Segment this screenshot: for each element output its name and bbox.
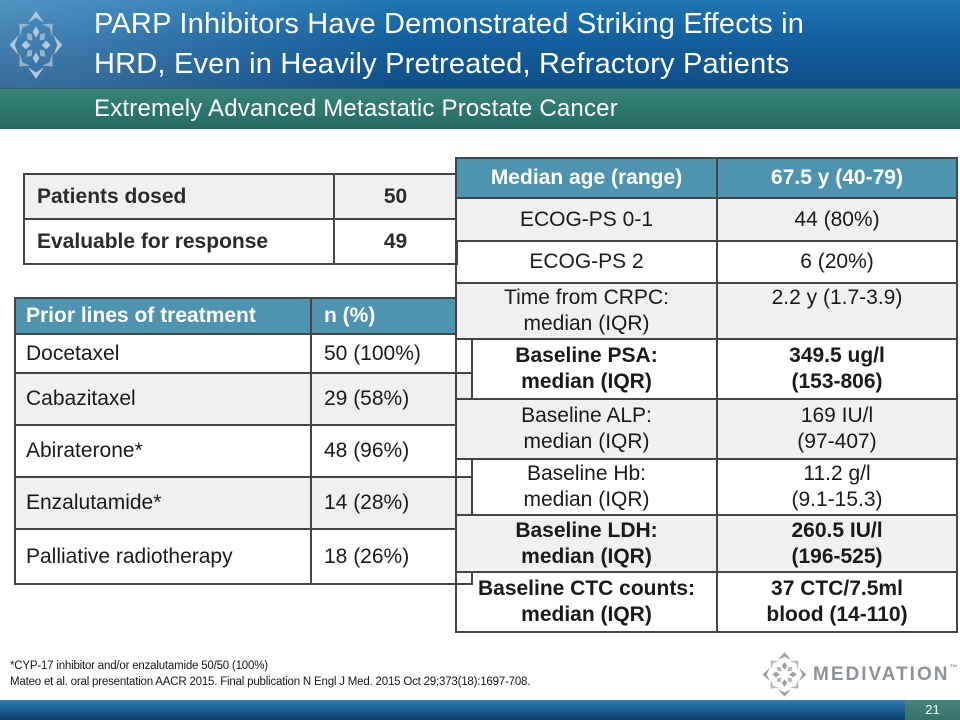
medivation-flake-icon (762, 652, 807, 697)
row-value: 260.5 IU/l (196-525) (716, 514, 958, 573)
table-header-row: Median age (range) 67.5 y (40-79) (455, 157, 958, 199)
row-value: 349.5 ug/l (153-806) (716, 338, 958, 400)
row-label: Enzalutamide* (14, 476, 312, 530)
row-value: 37 CTC/7.5ml blood (14-110) (716, 571, 958, 633)
slide-title-line1: PARP Inhibitors Have Demonstrated Striki… (94, 8, 805, 40)
prior-lines-table: Prior lines of treatment n (%) Docetaxel… (14, 297, 473, 585)
trademark-symbol: ™ (949, 663, 958, 672)
row-label: Abiraterone* (14, 424, 312, 478)
row-label: Baseline CTC counts: median (IQR) (455, 571, 718, 633)
row-label: Baseline Hb: median (IQR) (455, 458, 718, 516)
row-value: 6 (20%) (716, 240, 958, 284)
row-label: ECOG-PS 0-1 (455, 197, 718, 242)
footnote-line1: *CYP-17 inhibitor and/or enzalutamide 50… (10, 660, 268, 672)
row-value: 29 (58%) (310, 372, 473, 426)
row-label: Palliative radiotherapy (14, 528, 312, 585)
table-row: Time from CRPC: median (IQR) 2.2 y (1.7-… (455, 282, 958, 340)
footnote-line2: Mateo et al. oral presentation AACR 2015… (10, 676, 531, 688)
table-row: Baseline ALP: median (IQR) 169 IU/l (97-… (455, 398, 958, 460)
row-value: 49 (333, 218, 458, 265)
slide-subtitle: Extremely Advanced Metastatic Prostate C… (94, 94, 618, 122)
row-label: Baseline PSA: median (IQR) (455, 338, 718, 400)
row-label: Evaluable for response (23, 218, 335, 265)
table-row: Baseline LDH: median (IQR) 260.5 IU/l (1… (455, 514, 958, 573)
table-row: Baseline CTC counts: median (IQR) 37 CTC… (455, 571, 958, 633)
row-label: Docetaxel (14, 333, 312, 374)
row-value: 50 (333, 173, 458, 220)
column-header: 67.5 y (40-79) (716, 157, 958, 199)
medivation-logo: MEDIVATION™ (761, 648, 957, 700)
row-label: Cabazitaxel (14, 372, 312, 426)
baseline-table: Median age (range) 67.5 y (40-79) ECOG-P… (455, 157, 958, 633)
row-value: 44 (80%) (716, 197, 958, 242)
column-header: n (%) (310, 297, 473, 335)
row-value: 48 (96%) (310, 424, 473, 478)
column-header: Median age (range) (455, 157, 718, 199)
page-number: 21 (905, 700, 960, 720)
row-value: 50 (100%) (310, 333, 473, 374)
table-row: Abiraterone* 48 (96%) (14, 424, 473, 478)
medivation-wordmark: MEDIVATION™ (813, 663, 958, 685)
subtitle-band: Extremely Advanced Metastatic Prostate C… (0, 88, 960, 129)
row-value: 2.2 y (1.7-3.9) (716, 282, 958, 340)
row-value: 18 (26%) (310, 528, 473, 585)
row-label: ECOG-PS 2 (455, 240, 718, 284)
row-label: Patients dosed (23, 173, 335, 220)
column-header: Prior lines of treatment (14, 297, 312, 335)
table-row: Docetaxel 50 (100%) (14, 333, 473, 374)
table-row: Evaluable for response 49 (23, 218, 458, 265)
table-row: Patients dosed 50 (23, 173, 458, 220)
table-row: Baseline Hb: median (IQR) 11.2 g/l (9.1-… (455, 458, 958, 516)
footnotes: *CYP-17 inhibitor and/or enzalutamide 50… (10, 658, 530, 690)
table-row: Palliative radiotherapy 18 (26%) (14, 528, 473, 585)
table-row: Cabazitaxel 29 (58%) (14, 372, 473, 426)
table-row: Baseline PSA: median (IQR) 349.5 ug/l (1… (455, 338, 958, 400)
row-value: 14 (28%) (310, 476, 473, 530)
bottom-bar: 21 (0, 700, 960, 720)
medivation-flake-icon (9, 11, 63, 79)
dosing-table: Patients dosed 50 Evaluable for response… (23, 173, 458, 265)
row-label: Time from CRPC: median (IQR) (455, 282, 718, 340)
table-row: ECOG-PS 0-1 44 (80%) (455, 197, 958, 242)
table-row: ECOG-PS 2 6 (20%) (455, 240, 958, 284)
table-header-row: Prior lines of treatment n (%) (14, 297, 473, 335)
slide-header: PARP Inhibitors Have Demonstrated Striki… (0, 0, 960, 88)
slide-title: PARP Inhibitors Have Demonstrated Striki… (94, 4, 954, 84)
row-label: Baseline ALP: median (IQR) (455, 398, 718, 460)
row-label: Baseline LDH: median (IQR) (455, 514, 718, 573)
row-value: 11.2 g/l (9.1-15.3) (716, 458, 958, 516)
table-row: Enzalutamide* 14 (28%) (14, 476, 473, 530)
slide-title-line2: HRD, Even in Heavily Pretreated, Refract… (94, 48, 790, 80)
row-value: 169 IU/l (97-407) (716, 398, 958, 460)
